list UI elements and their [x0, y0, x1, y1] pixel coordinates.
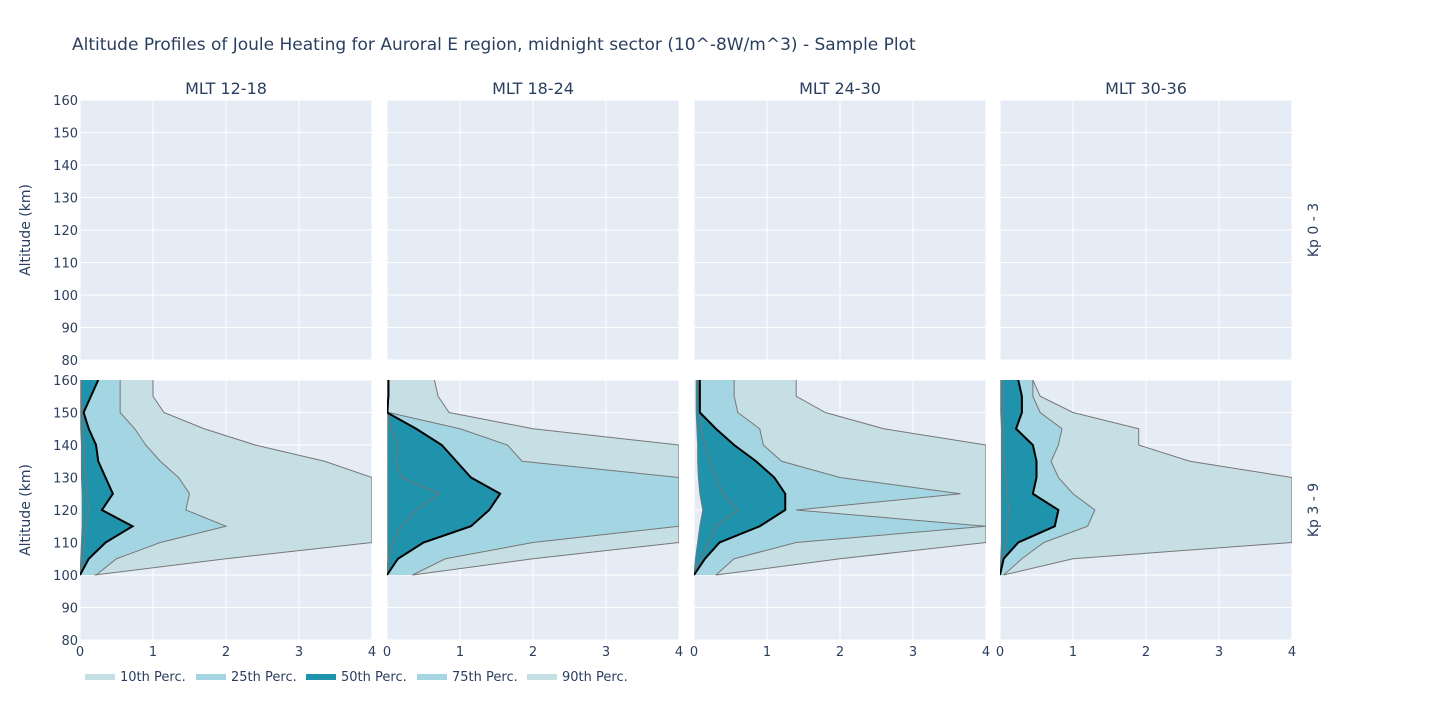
legend[interactable]: 10th Perc. 25th Perc. 50th Perc. 75th Perc.… — [85, 670, 628, 685]
panel-1-3: MLT 24-30 — [693, 79, 987, 361]
y-tick-label: 110 — [53, 537, 78, 552]
x-tick-label: 4 — [368, 645, 376, 660]
line-50th — [80, 380, 135, 576]
legend-swatch — [527, 674, 557, 680]
band-10-50 — [694, 380, 786, 575]
x-tick-label: 3 — [909, 645, 917, 660]
x-tick-label: 1 — [1069, 645, 1077, 660]
band-10-50 — [80, 380, 133, 575]
line-90th — [412, 380, 679, 576]
y-tick-label: 160 — [53, 374, 78, 389]
legend-label: 10th Perc. — [120, 670, 186, 685]
legend-item[interactable]: 10th Perc. — [85, 670, 186, 685]
line-90th — [1003, 380, 1292, 576]
y-axis-label: Altitude (km) — [18, 464, 34, 556]
column-title: MLT 12-18 — [185, 79, 267, 98]
legend-swatch — [196, 674, 226, 680]
row-label: Kp 0 - 3 — [1306, 203, 1322, 257]
legend-label: 90th Perc. — [562, 670, 628, 685]
x-tick-label: 2 — [836, 645, 844, 660]
panel-2-2: 0 1 2 3 4 — [383, 379, 683, 660]
panel-2-1: 80 90 100 110 120 130 140 150 160 Altitude (km) 0 1… — [18, 374, 376, 660]
legend-item[interactable]: 25th Perc. — [196, 670, 297, 685]
x-tick-label: 1 — [149, 645, 157, 660]
column-title: MLT 18-24 — [492, 79, 574, 98]
legend-item[interactable]: 90th Perc. — [527, 670, 628, 685]
legend-swatch — [417, 674, 447, 680]
panel-data — [80, 380, 372, 576]
chart-title: Altitude Profiles of Joule Heating for A… — [72, 35, 916, 55]
y-tick-label: 100 — [53, 289, 78, 304]
line-10th — [1000, 380, 1002, 576]
panel-data — [694, 380, 986, 576]
column-title: MLT 24-30 — [799, 79, 881, 98]
panel-1-4: MLT 30-36 Kp 0 - 3 — [999, 79, 1322, 361]
legend-item[interactable]: 75th Perc. — [417, 670, 518, 685]
y-tick-label: 130 — [53, 472, 78, 487]
x-tick-label: 0 — [76, 645, 84, 660]
x-tick-label: 2 — [1142, 645, 1150, 660]
line-10th — [80, 380, 83, 576]
line-25th — [80, 380, 90, 576]
panel-2-3: 0 1 2 3 4 — [690, 379, 990, 660]
y-tick-label: 120 — [53, 504, 78, 519]
y-tick-label: 90 — [61, 602, 78, 617]
y-tick-label: 120 — [53, 224, 78, 239]
line-75th — [715, 380, 986, 576]
legend-swatch — [85, 674, 115, 680]
line-10th — [694, 380, 704, 576]
panel-data — [1000, 380, 1292, 576]
legend-swatch — [306, 674, 336, 680]
x-tick-label: 3 — [295, 645, 303, 660]
x-tick-label: 4 — [982, 645, 990, 660]
x-tick-label: 1 — [763, 645, 771, 660]
y-tick-label: 160 — [53, 94, 78, 109]
line-50th — [387, 380, 502, 576]
line-75th — [95, 380, 228, 576]
legend-label: 25th Perc. — [231, 670, 297, 685]
panel-1-2: MLT 18-24 — [386, 79, 680, 361]
y-tick-label: 150 — [53, 127, 78, 142]
legend-label: 75th Perc. — [452, 670, 518, 685]
band-75-90 — [715, 380, 986, 575]
x-tick-label: 0 — [383, 645, 391, 660]
y-tick-label: 80 — [61, 634, 78, 649]
band-10-50 — [1000, 380, 1059, 575]
legend-item[interactable]: 50th Perc. — [306, 670, 407, 685]
panel-2-4: 0 1 2 3 4 Kp 3 - 9 — [996, 379, 1322, 660]
row-label: Kp 3 - 9 — [1306, 483, 1322, 537]
line-90th — [94, 380, 372, 576]
x-tick-label: 2 — [529, 645, 537, 660]
y-axis-label: Altitude (km) — [18, 184, 34, 276]
y-tick-label: 80 — [61, 354, 78, 369]
y-tick-label: 100 — [53, 569, 78, 584]
panel-1-1: 80 90 100 110 120 130 140 150 160 Altitude (km) ML… — [18, 79, 373, 369]
line-50th — [1000, 380, 1060, 576]
legend-label: 50th Perc. — [341, 670, 407, 685]
y-tick-label: 130 — [53, 192, 78, 207]
x-tick-label: 0 — [690, 645, 698, 660]
y-tick-label: 90 — [61, 322, 78, 337]
line-75th — [1003, 380, 1096, 576]
band-75-90 — [94, 380, 372, 575]
x-tick-label: 3 — [1215, 645, 1223, 660]
x-tick-label: 3 — [602, 645, 610, 660]
panel-data — [387, 380, 679, 576]
x-tick-label: 0 — [996, 645, 1004, 660]
line-25th — [1000, 380, 1010, 576]
y-tick-label: 110 — [53, 257, 78, 272]
x-tick-label: 4 — [675, 645, 683, 660]
x-tick-label: 4 — [1288, 645, 1296, 660]
column-title: MLT 30-36 — [1105, 79, 1187, 98]
y-tick-label: 150 — [53, 407, 78, 422]
band-75-90 — [1003, 380, 1292, 575]
x-tick-label: 1 — [456, 645, 464, 660]
line-90th — [715, 380, 986, 576]
x-tick-label: 2 — [222, 645, 230, 660]
line-50th — [694, 380, 787, 576]
y-tick-label: 140 — [53, 159, 78, 174]
y-tick-label: 140 — [53, 439, 78, 454]
